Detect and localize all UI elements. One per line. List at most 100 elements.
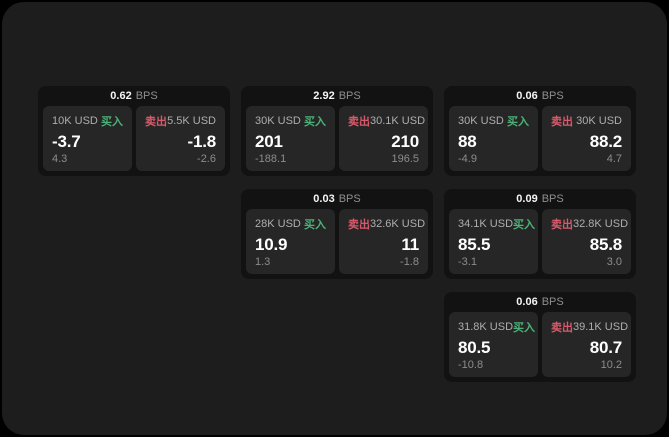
buy-panel-top: 34.1K USD 买入 [458,216,535,232]
buy-amount: 30K USD [255,115,301,127]
buy-side-label: 买入 [513,322,536,334]
bps-header: 2.92 BPS [246,86,428,106]
bps-value: 0.06 [516,90,538,102]
buy-price: 88 [458,131,477,151]
quote-panels: 30K USD 买入 201 -188.1 卖出 30.1K USD 210 1… [246,106,428,171]
bps-unit-label: BPS [541,296,564,308]
sell-delta: -1.8 [400,256,419,268]
buy-side-label: 买入 [513,219,536,231]
bps-unit-label: BPS [135,90,158,102]
buy-panel[interactable]: 30K USD 买入 201 -188.1 [246,106,335,171]
buy-price: 80.5 [458,337,491,357]
sell-price: 80.7 [589,337,622,357]
sell-price: 88.2 [589,131,622,151]
buy-panel-top: 10K USD 买入 [52,113,123,129]
buy-panel[interactable]: 34.1K USD 买入 85.5 -3.1 [449,209,538,274]
bps-unit-label: BPS [541,193,564,205]
sell-side-label: 卖出 [551,219,573,231]
quote-panels: 34.1K USD 买入 85.5 -3.1 卖出 32.8K USD 85.8… [449,209,631,274]
bps-unit-label: BPS [541,90,564,102]
quote-grid: 0.62 BPS 10K USD 买入 -3.7 4.3 卖出 5.5K USD… [38,86,636,382]
sell-price: 210 [391,131,419,151]
sell-panel[interactable]: 卖出 32.8K USD 85.8 3.0 [542,209,631,274]
bps-value: 2.92 [313,90,335,102]
sell-panel-top: 卖出 39.1K USD [551,319,628,335]
buy-delta: -10.8 [458,359,484,371]
buy-delta: -4.9 [458,153,477,165]
quote-card[interactable]: 2.92 BPS 30K USD 买入 201 -188.1 卖出 30.1K … [241,86,433,176]
buy-side-label: 买入 [304,219,326,231]
sell-side-label: 卖出 [145,116,167,128]
buy-price: 10.9 [255,234,288,254]
buy-panel[interactable]: 10K USD 买入 -3.7 4.3 [43,106,132,171]
sell-price: -1.8 [187,131,217,151]
sell-amount: 5.5K USD [167,115,216,127]
sell-panel-top: 卖出 32.6K USD [348,216,425,232]
quote-card[interactable]: 0.06 BPS 31.8K USD 买入 80.5 -10.8 卖出 39.1… [444,292,636,382]
buy-panel-top: 28K USD 买入 [255,216,326,232]
buy-panel[interactable]: 30K USD 买入 88 -4.9 [449,106,538,171]
sell-delta: -2.6 [197,153,216,165]
bps-value: 0.62 [110,90,132,102]
bps-value: 0.09 [516,193,538,205]
buy-amount: 28K USD [255,218,301,230]
sell-side-label: 卖出 [551,116,573,128]
bps-value: 0.03 [313,193,335,205]
sell-panel-top: 卖出 32.8K USD [551,216,628,232]
buy-delta: 4.3 [52,153,68,165]
buy-price: 201 [255,131,283,151]
buy-side-label: 买入 [507,116,529,128]
sell-panel-top: 卖出 5.5K USD [145,113,216,129]
sell-panel[interactable]: 卖出 30.1K USD 210 196.5 [339,106,428,171]
bps-header: 0.03 BPS [246,189,428,209]
sell-delta: 196.5 [391,153,419,165]
sell-amount: 32.8K USD [573,218,629,230]
sell-panel[interactable]: 卖出 30K USD 88.2 4.7 [542,106,631,171]
bps-header: 0.06 BPS [449,292,631,312]
quote-panels: 28K USD 买入 10.9 1.3 卖出 32.6K USD 11 -1.8 [246,209,428,274]
sell-panel[interactable]: 卖出 39.1K USD 80.7 10.2 [542,312,631,377]
buy-amount: 31.8K USD [458,321,514,333]
sell-amount: 30.1K USD [370,115,426,127]
sell-amount: 30K USD [576,115,622,127]
quote-card[interactable]: 0.03 BPS 28K USD 买入 10.9 1.3 卖出 32.6K US… [241,189,433,279]
buy-delta: -3.1 [458,256,477,268]
sell-panel-top: 卖出 30.1K USD [348,113,425,129]
sell-amount: 32.6K USD [370,218,426,230]
buy-amount: 30K USD [458,115,504,127]
sell-delta: 4.7 [606,153,622,165]
quote-card[interactable]: 0.62 BPS 10K USD 买入 -3.7 4.3 卖出 5.5K USD… [38,86,230,176]
buy-panel[interactable]: 31.8K USD 买入 80.5 -10.8 [449,312,538,377]
bps-header: 0.62 BPS [43,86,225,106]
buy-panel[interactable]: 28K USD 买入 10.9 1.3 [246,209,335,274]
buy-delta: 1.3 [255,256,271,268]
quote-card[interactable]: 0.06 BPS 30K USD 买入 88 -4.9 卖出 30K USD 8… [444,86,636,176]
sell-amount: 39.1K USD [573,321,629,333]
sell-panel[interactable]: 卖出 5.5K USD -1.8 -2.6 [136,106,225,171]
bps-unit-label: BPS [338,193,361,205]
sell-panel[interactable]: 卖出 32.6K USD 11 -1.8 [339,209,428,274]
sell-side-label: 卖出 [551,322,573,334]
sell-panel-top: 卖出 30K USD [551,113,622,129]
buy-panel-top: 30K USD 买入 [458,113,529,129]
quote-panels: 30K USD 买入 88 -4.9 卖出 30K USD 88.2 4.7 [449,106,631,171]
bps-unit-label: BPS [338,90,361,102]
quote-panels: 31.8K USD 买入 80.5 -10.8 卖出 39.1K USD 80.… [449,312,631,377]
buy-panel-top: 30K USD 买入 [255,113,326,129]
buy-delta: -188.1 [255,153,287,165]
sell-price: 85.8 [589,234,622,254]
quote-panels: 10K USD 买入 -3.7 4.3 卖出 5.5K USD -1.8 -2.… [43,106,225,171]
buy-price: 85.5 [458,234,491,254]
buy-panel-top: 31.8K USD 买入 [458,319,535,335]
quote-card[interactable]: 0.09 BPS 34.1K USD 买入 85.5 -3.1 卖出 32.8K… [444,189,636,279]
buy-amount: 34.1K USD [458,218,514,230]
buy-price: -3.7 [52,131,81,151]
buy-side-label: 买入 [101,116,123,128]
bps-value: 0.06 [516,296,538,308]
sell-side-label: 卖出 [348,116,370,128]
sell-delta: 3.0 [606,256,622,268]
buy-amount: 10K USD [52,115,98,127]
sell-price: 11 [401,234,419,254]
buy-side-label: 买入 [304,116,326,128]
